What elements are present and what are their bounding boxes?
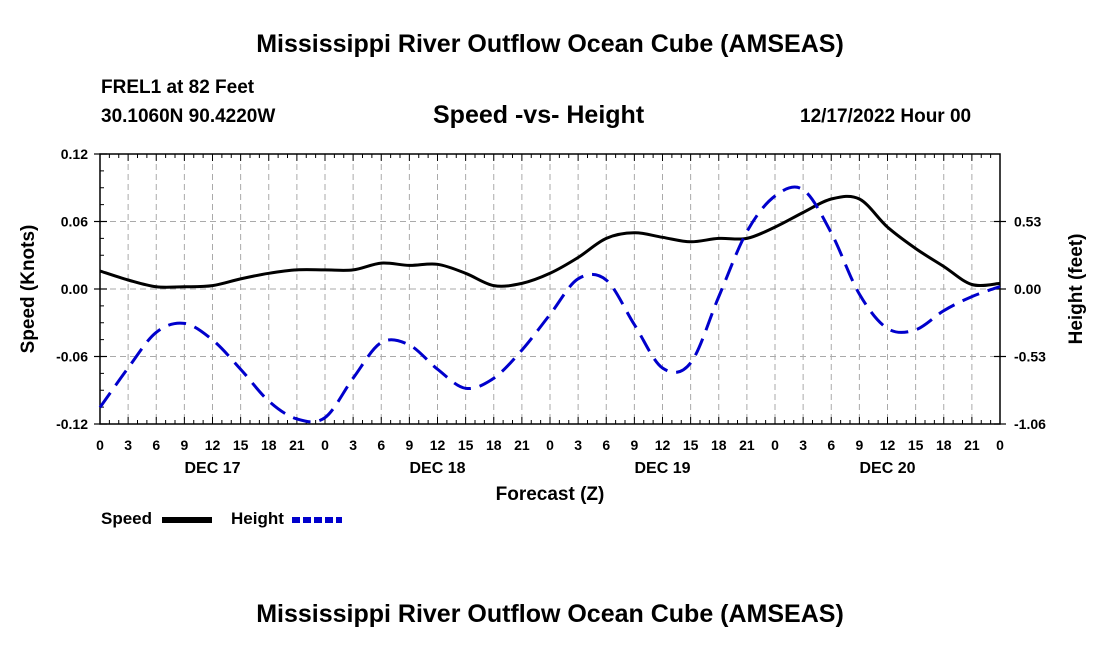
axes: 0 3 6 9 12 15 18 21 0 3 6 9 12 15 18 21 0 3 6 9 12 15 18 21 0 3 6 9… [18,146,1087,505]
x-tick-label: 0 [96,437,104,453]
y-tick-label: 0.06 [61,214,88,230]
x-tick-label: 6 [827,437,835,453]
x-tick-label: 12 [655,437,671,453]
x-tick-label: 9 [855,437,863,453]
y-tick-label: -0.12 [56,416,88,432]
y2-axis-label: Height (feet) [1066,234,1087,345]
x-tick-label: 18 [261,437,277,453]
chart-title: Speed -vs- Height [433,101,645,129]
height-series-line [98,185,1001,424]
x-tick-label: 21 [514,437,530,453]
legend-speed-label: Speed [101,509,153,528]
x-tick-label: 9 [405,437,413,453]
x-axis-label: Forecast (Z) [496,484,605,505]
day-label: DEC 20 [859,460,915,477]
y2-tick-label: 0.00 [1014,281,1041,297]
forecast-datetime: 12/17/2022 Hour 00 [800,106,972,127]
y2-tick-label: -0.53 [1014,349,1046,365]
y-axis-label: Speed (Knots) [18,225,39,354]
x-tick-label: 9 [630,437,638,453]
main-title: Mississippi River Outflow Ocean Cube (AM… [256,30,844,58]
y-tick-label: 0.00 [61,281,88,297]
coordinates-label: 30.1060N 90.4220W [101,106,276,127]
x-tick-label: 21 [739,437,755,453]
grid [100,154,1000,424]
x-tick-label: 21 [964,437,980,453]
station-label: FREL1 at 82 Feet [101,77,255,98]
x-tick-label: 12 [430,437,446,453]
y-tick-label: -0.06 [56,349,88,365]
x-tick-label: 15 [458,437,474,453]
x-tick-label: 18 [711,437,727,453]
x-tick-label: 0 [771,437,779,453]
day-label: DEC 19 [634,460,690,477]
speed-series-line [99,194,1001,289]
x-tick-label: 12 [205,437,221,453]
x-tick-label: 6 [152,437,160,453]
x-tick-label: 6 [602,437,610,453]
x-tick-label: 12 [880,437,896,453]
bottom-title: Mississippi River Outflow Ocean Cube (AM… [256,600,844,628]
series-layer [98,185,1001,424]
x-tick-label: 6 [377,437,385,453]
x-tick-label: 15 [233,437,249,453]
x-tick-label: 18 [936,437,952,453]
x-tick-label: 15 [908,437,924,453]
y2-tick-label: 0.53 [1014,214,1041,230]
x-tick-label: 3 [574,437,582,453]
x-tick-label: 3 [799,437,807,453]
y2-tick-label: -1.06 [1014,416,1046,432]
x-tick-label: 0 [996,437,1004,453]
x-tick-label: 0 [546,437,554,453]
x-tick-label: 0 [321,437,329,453]
day-label: DEC 17 [184,460,240,477]
x-tick-label: 21 [289,437,305,453]
x-tick-label: 9 [180,437,188,453]
x-tick-label: 3 [124,437,132,453]
legend-height-label: Height [231,509,284,528]
y-tick-label: 0.12 [61,146,88,162]
x-tick-label: 18 [486,437,502,453]
day-label: DEC 18 [409,460,465,477]
x-tick-label: 15 [683,437,699,453]
x-tick-label: 3 [349,437,357,453]
